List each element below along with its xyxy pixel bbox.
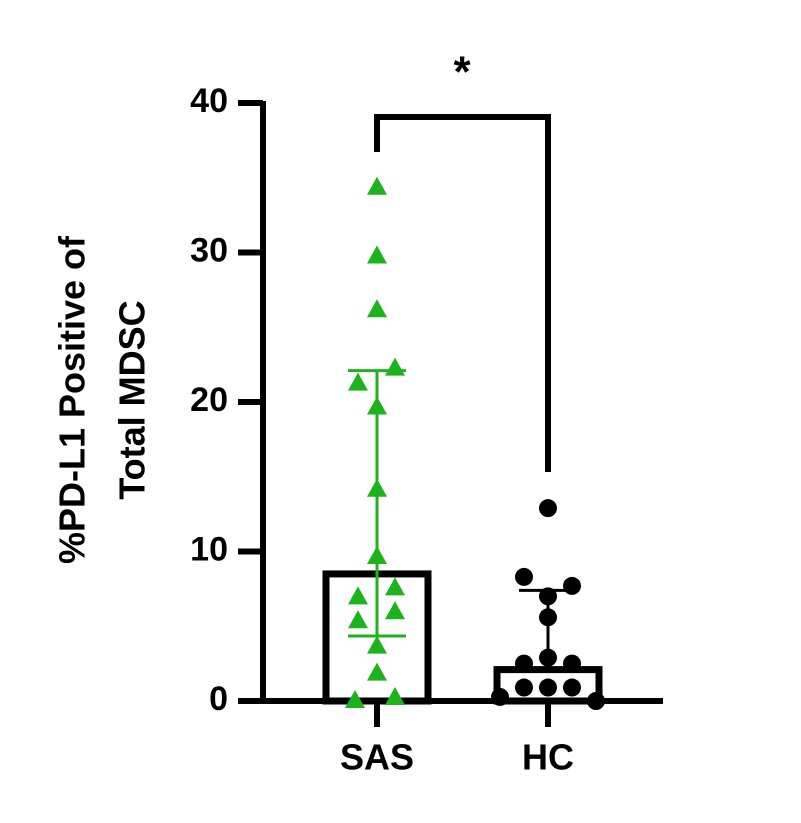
data-point [367,635,387,654]
data-point [539,587,557,606]
y-tick-label: 0 [209,680,228,718]
y-tick-label: 10 [190,530,228,568]
data-point [367,545,387,564]
y-axis-title: %PD-L1 Positive of Total MDSC [52,235,153,564]
data-point [348,586,368,605]
data-point [367,176,387,195]
data-point [385,577,405,596]
significance-bracket [374,114,551,472]
y-tick-label: 30 [190,231,228,269]
data-point [563,678,581,697]
data-point [367,245,387,264]
data-point [491,687,509,706]
data-point [515,567,533,586]
x-tick-label: SAS [340,737,414,778]
data-point [587,692,605,710]
data-point [563,654,581,673]
data-point [539,648,557,667]
data-point [539,608,557,627]
data-point [539,678,557,697]
data-point [539,499,557,518]
data-point [385,357,405,376]
data-point [367,299,387,318]
data-point [367,396,387,415]
data-point [515,654,533,673]
y-tick-label: 20 [190,381,228,419]
data-point [515,678,533,697]
data-point [348,610,368,629]
y-tick-label: 40 [190,82,228,120]
x-tick-label: HC [522,737,574,778]
data-point [563,576,581,595]
data-point [385,686,405,705]
y-axis-title-line: Total MDSC [112,300,153,499]
significance-marker: * [453,48,471,97]
data-point [385,601,405,620]
data-point [348,372,368,391]
data-point [367,662,387,681]
data-point [345,689,365,708]
data-point [367,478,387,497]
y-axis-title-line: %PD-L1 Positive of [52,235,93,564]
